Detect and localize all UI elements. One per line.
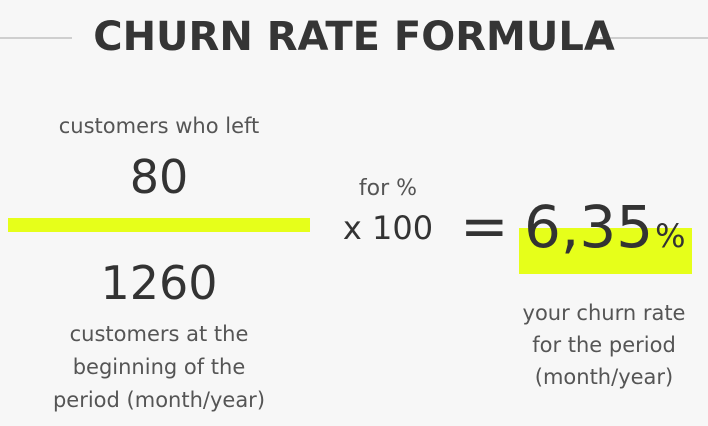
title-rule-left [0,37,72,39]
result-value: 6,35 [524,193,654,261]
result-caption: your churn rate for the period (month/ye… [500,297,708,393]
numerator-value: 80 [129,150,189,204]
result-caption-line: for the period [532,333,676,357]
result-caption-line: your churn rate [522,301,686,325]
denominator-label-line: beginning of the [72,355,246,379]
percent-note: for % [358,176,418,201]
multiplier-text: x 100 [342,209,434,247]
result-highlight [519,228,692,274]
fraction-bar [8,218,310,232]
result-unit: % [655,217,686,255]
numerator-label: customers who left [58,114,260,138]
denominator-value: 1260 [100,256,218,310]
result-caption-line: (month/year) [534,365,674,389]
title-rule-right [600,37,708,39]
denominator-label-line: customers at the [69,322,249,346]
result: 6,35% [524,191,686,278]
page-title: CHURN RATE FORMULA [93,14,615,60]
denominator-label-line: period (month/year) [52,388,266,412]
equals-sign: = [460,192,509,260]
denominator-label: customers at the beginning of the period… [8,318,310,417]
